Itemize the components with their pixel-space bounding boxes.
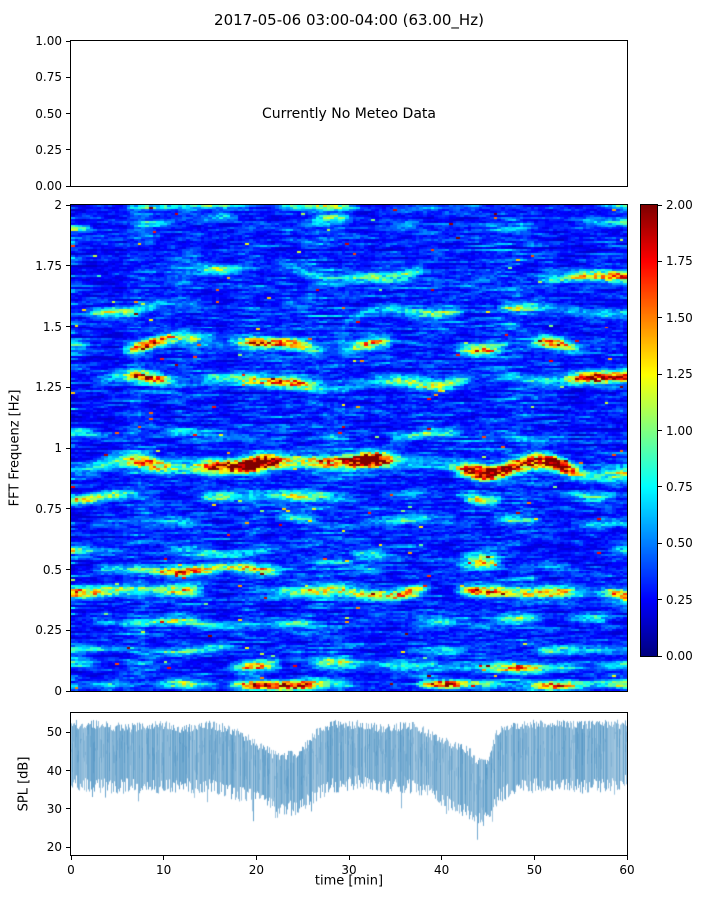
time-x-tick [163,856,165,860]
meteo-y-tick-label: 1.00 [35,34,62,48]
colorbar-tick [658,486,662,488]
colorbar-tick [658,599,662,601]
colorbar-tick-label: 2.00 [666,198,693,212]
spl-plot [71,713,627,855]
colorbar-gradient [641,205,657,656]
colorbar-tick-label: 1.75 [666,254,693,269]
colorbar-tick [658,655,662,657]
time-x-tick-label: 0 [67,863,75,877]
colorbar [640,204,658,657]
time-x-tick [70,856,72,860]
time-xlabel: time [min] [314,873,384,889]
meteo-y-tick [66,76,70,78]
time-x-tick [626,856,628,860]
colorbar-tick-label: 0.50 [666,536,693,551]
fft-y-tick-label: 0 [54,684,62,698]
colorbar-tick [658,260,662,262]
fft-y-tick [66,569,70,570]
fft-y-tick [66,386,70,388]
fft-y-tick-label: 1.5 [42,319,62,334]
time-x-tick [255,856,257,860]
time-x-tick-label: 50 [526,863,542,877]
meteo-y-tick [66,185,70,187]
meteo-y-tick-label: 0.75 [35,70,62,85]
fft-y-tick-label: 0.75 [35,501,62,516]
colorbar-tick [658,317,662,319]
spl-y-tick [66,731,70,733]
fft-y-tick [66,629,70,631]
fft-y-tick-label: 0.25 [35,623,62,638]
meteo-y-tick-label: 0.25 [35,142,62,157]
colorbar-tick [658,373,662,375]
meteo-y-tick-label: 0.00 [35,179,62,193]
time-x-tick [348,856,350,860]
fft-y-tick-label: 1.75 [35,258,62,273]
colorbar-tick-label: 0.25 [666,592,693,607]
spl-y-tick-label: 20 [46,840,62,855]
colorbar-tick [658,542,662,544]
colorbar-tick [658,430,662,431]
colorbar-tick-label: 1.50 [666,310,693,325]
fft-y-tick [66,447,70,449]
spl-axes [70,712,628,856]
time-x-tick [441,856,443,860]
fft-y-tick [66,326,70,327]
no-meteo-data-text: Currently No Meteo Data [262,105,436,122]
spectrogram-heatmap [71,205,627,691]
meteo-axes: Currently No Meteo Data [70,40,628,187]
spl-y-tick-label: 30 [46,801,62,816]
fft-y-tick [66,265,70,267]
time-x-tick-label: 40 [434,863,450,877]
spl-y-tick-label: 40 [46,763,62,778]
fft-y-tick-label: 1.25 [35,380,62,395]
colorbar-tick-label: 1.25 [666,367,693,382]
meteo-y-tick-label: 0.50 [35,106,62,121]
colorbar-tick-label: 1.00 [666,423,693,438]
colorbar-tick-label: 0.00 [666,649,693,663]
meteo-y-tick [66,40,70,42]
time-x-tick [533,856,535,860]
fft-y-tick-label: 2 [54,198,62,212]
time-x-tick-label: 30 [341,863,357,877]
fft-y-tick [66,690,70,692]
time-x-tick-label: 60 [619,863,635,877]
spl-y-tick [66,770,70,772]
time-x-tick-label: 20 [248,863,264,877]
fft-y-tick-label: 0.5 [42,562,62,577]
meteo-y-tick [66,113,70,114]
fft-y-tick [66,204,70,206]
colorbar-tick [658,204,662,206]
colorbar-tick-label: 0.75 [666,479,693,494]
fft-y-tick [66,508,70,510]
spl-y-tick [66,808,70,810]
spectrogram-axes [70,204,628,692]
time-x-tick-label: 10 [156,863,172,877]
spl-y-tick [66,846,70,848]
spl-y-tick-label: 50 [46,725,62,740]
meteo-y-tick [66,149,70,151]
figure-title: 2017-05-06 03:00-04:00 (63.00_Hz) [214,11,484,29]
fft-y-tick-label: 1 [54,441,62,455]
